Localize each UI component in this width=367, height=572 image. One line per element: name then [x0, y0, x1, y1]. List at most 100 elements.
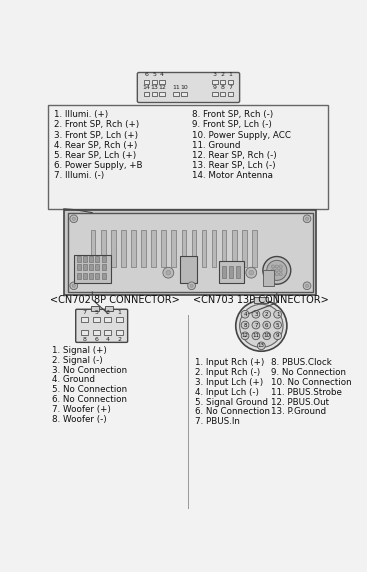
Circle shape: [163, 267, 174, 278]
Text: 13. Rear SP, Lch (-): 13. Rear SP, Lch (-): [192, 161, 275, 170]
Circle shape: [263, 311, 270, 318]
Bar: [131, 230, 136, 267]
Text: 9. Front SP, Lch (-): 9. Front SP, Lch (-): [192, 120, 272, 129]
Bar: [104, 330, 111, 335]
Bar: [242, 230, 247, 267]
Text: 5. No Connection: 5. No Connection: [52, 386, 127, 394]
Text: 3: 3: [106, 310, 110, 315]
Circle shape: [275, 265, 279, 268]
Text: 2. Input Rch (-): 2. Input Rch (-): [195, 368, 260, 377]
Circle shape: [272, 273, 275, 276]
Bar: [219, 261, 243, 283]
Bar: [228, 80, 233, 84]
Circle shape: [263, 332, 270, 340]
Text: 5. Signal Ground: 5. Signal Ground: [195, 398, 268, 407]
Bar: [144, 92, 149, 96]
Bar: [222, 266, 226, 278]
Text: 5. Rear SP, Lch (+): 5. Rear SP, Lch (+): [54, 151, 136, 160]
Bar: [81, 317, 88, 323]
Bar: [222, 230, 226, 267]
Circle shape: [240, 304, 283, 347]
Bar: [68, 213, 313, 292]
Text: 4: 4: [243, 312, 247, 317]
Circle shape: [246, 267, 257, 278]
Bar: [212, 80, 218, 84]
Bar: [254, 296, 268, 303]
Bar: [89, 264, 93, 271]
Circle shape: [279, 265, 282, 268]
Bar: [95, 273, 99, 279]
Circle shape: [274, 332, 281, 340]
Bar: [236, 266, 240, 278]
Text: 8: 8: [243, 323, 247, 328]
Text: 12. PBUS.Out: 12. PBUS.Out: [270, 398, 328, 407]
Text: <CN703 13P CONNECTOR>: <CN703 13P CONNECTOR>: [193, 295, 329, 305]
Text: 8. Woofer (-): 8. Woofer (-): [52, 415, 107, 424]
Text: 3. Input Lch (+): 3. Input Lch (+): [195, 378, 263, 387]
Bar: [212, 92, 218, 96]
Text: 4: 4: [106, 337, 110, 343]
Circle shape: [241, 321, 249, 329]
Text: 12: 12: [158, 85, 166, 90]
Text: 7: 7: [228, 85, 232, 90]
Text: 6: 6: [265, 323, 269, 328]
Circle shape: [305, 284, 309, 287]
Circle shape: [236, 300, 287, 351]
Bar: [229, 266, 233, 278]
Bar: [48, 105, 328, 209]
Circle shape: [188, 282, 196, 289]
Text: 6: 6: [94, 337, 98, 343]
FancyBboxPatch shape: [137, 73, 240, 102]
Bar: [102, 273, 106, 279]
Bar: [141, 230, 146, 267]
Bar: [232, 230, 236, 267]
Text: 2. Signal (-): 2. Signal (-): [52, 356, 103, 365]
Circle shape: [252, 311, 260, 318]
Text: 1. Input Rch (+): 1. Input Rch (+): [195, 358, 264, 367]
Text: 14: 14: [143, 85, 150, 90]
Text: 10: 10: [180, 85, 188, 90]
Circle shape: [279, 269, 282, 272]
Bar: [151, 230, 156, 267]
Text: 10: 10: [263, 333, 270, 338]
Bar: [93, 317, 100, 323]
Text: 3: 3: [254, 312, 258, 317]
Circle shape: [303, 282, 311, 289]
Text: 10. Power Supply, ACC: 10. Power Supply, ACC: [192, 130, 291, 140]
Bar: [77, 256, 81, 262]
Bar: [74, 255, 111, 283]
Bar: [91, 306, 99, 311]
Text: 9. No Connection: 9. No Connection: [270, 368, 346, 377]
Circle shape: [72, 217, 75, 220]
Text: 8: 8: [221, 85, 225, 90]
Text: 1: 1: [276, 312, 279, 317]
Circle shape: [190, 284, 193, 287]
Bar: [192, 230, 196, 267]
Bar: [201, 230, 206, 267]
Bar: [95, 264, 99, 271]
Bar: [65, 209, 316, 295]
Text: 12: 12: [241, 333, 248, 338]
Text: 11: 11: [172, 85, 180, 90]
Text: 6. No Connection: 6. No Connection: [52, 395, 127, 404]
Text: 7. Woofer (+): 7. Woofer (+): [52, 405, 111, 414]
Circle shape: [249, 271, 254, 275]
Bar: [220, 92, 225, 96]
Circle shape: [70, 282, 78, 289]
Text: 2: 2: [117, 337, 121, 343]
Bar: [77, 264, 81, 271]
Bar: [144, 80, 149, 84]
Bar: [220, 80, 225, 84]
Text: 1. Signal (+): 1. Signal (+): [52, 346, 107, 355]
Circle shape: [166, 271, 171, 275]
Text: 9: 9: [276, 333, 279, 338]
Circle shape: [303, 215, 311, 223]
Bar: [152, 92, 157, 96]
Bar: [81, 330, 88, 335]
Bar: [263, 271, 274, 286]
Text: 8. PBUS.Clock: 8. PBUS.Clock: [270, 358, 331, 367]
Bar: [228, 92, 233, 96]
Circle shape: [252, 321, 260, 329]
Text: 4: 4: [160, 73, 164, 77]
Bar: [101, 230, 106, 267]
